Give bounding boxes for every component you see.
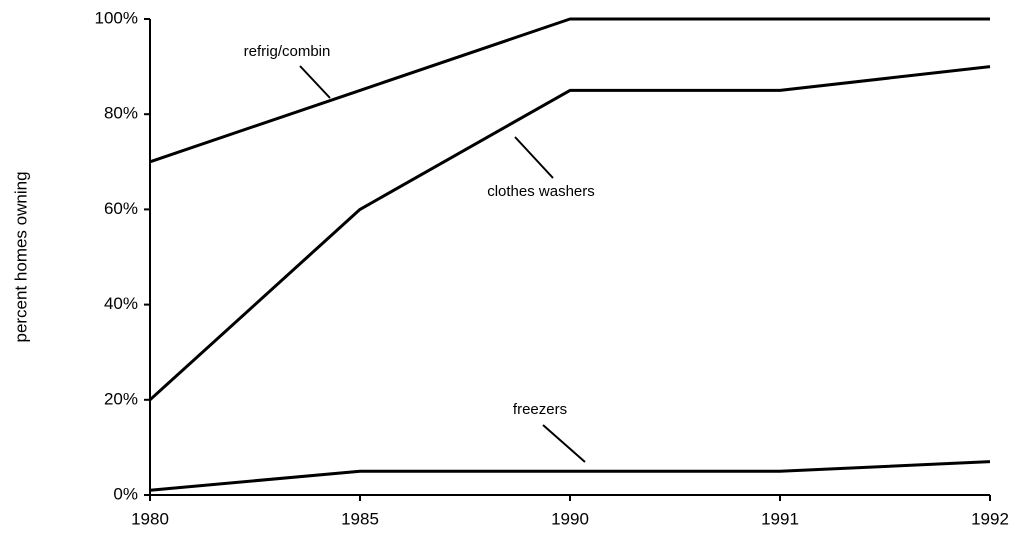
series-label: freezers (513, 401, 567, 418)
x-tick-label: 1991 (761, 509, 799, 528)
leader-line (542, 424, 586, 463)
y-tick-label: 20% (104, 389, 138, 408)
y-axis-label: percent homes owning (11, 171, 30, 342)
y-tick-label: 80% (104, 104, 138, 123)
y-tick-label: 0% (113, 484, 138, 503)
leader-line (299, 65, 331, 99)
series-label: refrig/combin (244, 43, 331, 60)
x-tick-label: 1980 (131, 509, 169, 528)
line-series (148, 65, 991, 401)
x-tick-label: 1992 (971, 509, 1009, 528)
y-tick-label: 60% (104, 199, 138, 218)
y-tick-label: 100% (95, 8, 138, 27)
x-tick-label: 1990 (551, 509, 589, 528)
series-label: clothes washers (487, 183, 595, 200)
x-tick-label: 1985 (341, 509, 379, 528)
line-series (149, 17, 990, 164)
leader-line (514, 136, 554, 179)
y-tick-label: 40% (104, 294, 138, 313)
line-series (149, 460, 991, 492)
